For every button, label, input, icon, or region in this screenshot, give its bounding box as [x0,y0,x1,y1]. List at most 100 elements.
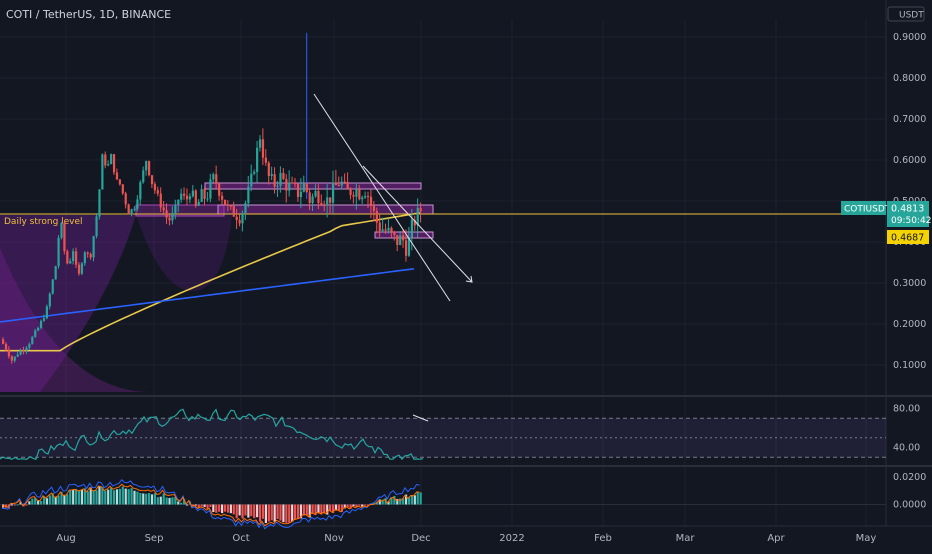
macd-histogram-bar [194,504,197,506]
candle [206,191,209,202]
candle-body [288,182,291,191]
candle [80,261,84,276]
macd-histogram-bar [317,504,320,514]
macd-histogram-bar [247,504,250,518]
macd-histogram-bar [235,504,238,519]
candle [294,177,297,188]
candle [174,199,177,220]
candle-body [180,193,183,200]
macd-histogram-bar [244,504,247,516]
candle [299,178,303,209]
arrow-head [465,275,473,283]
candle-body [404,240,408,256]
candle-body [311,196,314,203]
macd-histogram-bar [326,504,329,515]
candle [42,314,46,322]
macd-histogram-bar [104,490,107,505]
candle [139,180,142,205]
price-tick-label: 0.2000 [893,319,926,330]
candle-body [226,204,230,206]
macd-histogram-bar [203,504,206,507]
macd-histogram-bar [387,501,390,505]
candle [98,189,101,220]
candle-body [150,175,154,185]
candle [308,189,311,211]
candle [320,194,323,207]
candle-body [10,356,13,361]
candle [7,346,11,359]
candle-body [197,201,200,206]
signal-line [1,483,420,527]
candle-body [191,190,194,197]
candle-body [48,293,51,307]
macd-histogram-bar [296,504,300,520]
macd-histogram-bar [60,491,63,505]
candle-body [261,139,265,158]
candle [267,161,270,185]
candle-body [399,235,402,245]
candle [104,151,107,169]
descending-trendline [313,93,451,302]
macd-histogram-bar [206,504,209,509]
candle-body [402,235,405,241]
candle [150,175,154,189]
candle-body [390,227,393,232]
candle-body [124,193,127,205]
macd-histogram-bar [256,504,259,518]
candle [314,184,317,198]
candle-body [42,318,46,321]
candle-body [89,253,92,258]
macd-histogram-bar [83,488,86,505]
cup-zone-left [0,248,150,392]
candle-body [299,191,303,198]
candle-body [361,197,364,200]
macd-histogram-bar [42,496,46,505]
time-axis-label: Aug [56,533,76,544]
candle [39,319,43,330]
macd-histogram-bar [45,498,48,505]
candle [10,355,13,364]
candle-body [72,251,75,262]
candle [2,337,5,345]
macd-histogram-bar [51,493,54,505]
candle-body [352,194,355,197]
macd-histogram-bar [107,489,110,505]
currency-label: USDT [899,11,924,21]
level-price-badge [887,230,929,244]
macd-histogram-bar [331,504,335,513]
candle-body [51,279,54,294]
candle-body [148,161,151,176]
time-axis-label: Mar [676,533,696,544]
candle-body [168,217,171,221]
candle [238,214,241,227]
symbol-title: COTI / TetherUS, 1D, BINANCE [6,8,172,21]
macd-histogram-bar [48,495,51,505]
candle [329,197,332,215]
candle [291,176,294,184]
macd-histogram-bar [28,501,31,505]
candle-body [110,154,113,165]
candle-body [162,207,165,211]
candle-body [320,202,323,205]
macd-histogram-bar [200,504,203,507]
macd-histogram-bar [270,504,273,521]
candle-body [247,186,250,204]
moving-average-yellow [0,212,421,352]
candle-body [387,227,390,231]
candle [77,262,81,276]
candle [75,247,78,269]
candle [346,172,349,190]
candle-body [285,179,288,191]
candle-body [291,182,294,184]
macd-histogram-bar [390,497,393,505]
candle-body [282,172,285,180]
macd-histogram-bar [329,504,332,512]
candle-body [329,197,332,203]
candle [250,164,253,192]
candle-body [267,162,270,176]
candle-body [101,154,104,190]
candle-body [203,189,206,199]
macd-histogram-bar [258,504,262,522]
